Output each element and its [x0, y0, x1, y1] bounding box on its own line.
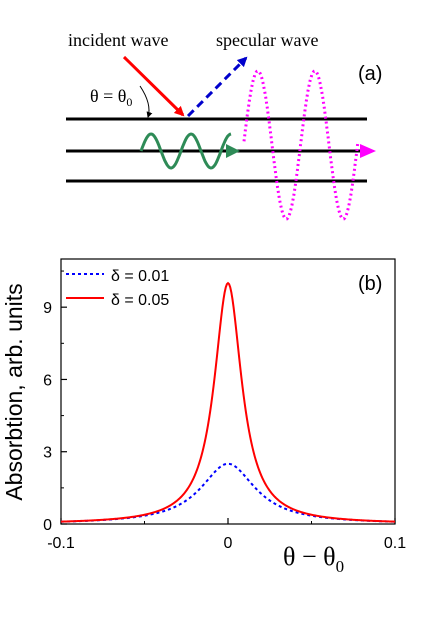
- magenta-arrow-head: [360, 144, 376, 158]
- specular-wave-arrow: [186, 56, 248, 118]
- curve-large-delta: [60, 281, 396, 523]
- incident-wave-label: incident wave: [68, 30, 168, 50]
- radiated-wave: [242, 69, 360, 221]
- specular-wave-label: specular wave: [216, 30, 318, 50]
- x-axis-label-main: θ − θ: [283, 542, 336, 571]
- x-tick-label: 0.1: [384, 535, 406, 552]
- angle-label-main: θ = θ: [90, 86, 126, 106]
- curve-small-delta: [60, 462, 396, 523]
- y-tick-label: 3: [43, 445, 52, 462]
- legend-label-large-delta: δ = 0.05: [111, 292, 169, 309]
- y-tick-label: 0: [43, 517, 52, 534]
- y-tick-label: 9: [43, 300, 52, 317]
- y-tick-label: 6: [43, 372, 52, 389]
- incident-wave-arrow: [122, 55, 185, 117]
- panel-a-label: (a): [358, 63, 382, 85]
- x-tick-label: 0: [224, 535, 233, 552]
- panel-b-label: (b): [358, 273, 382, 295]
- x-tick-label: -0.1: [47, 535, 75, 552]
- angle-arc: [139, 85, 153, 118]
- x-axis-label-sub: 0: [336, 557, 345, 576]
- legend-label-small-delta: δ = 0.01: [111, 268, 169, 285]
- angle-label: θ = θ0: [90, 86, 132, 109]
- y-axis-label: Absorbtion, arb. units: [1, 283, 27, 500]
- legend: δ = 0.01 δ = 0.05: [66, 268, 169, 309]
- curves: [60, 281, 396, 523]
- x-axis-label: θ − θ0: [283, 542, 344, 576]
- x-axis-ticks: -0.1 0 0.1: [47, 518, 406, 552]
- y-axis-ticks: 0 3 6 9: [43, 270, 67, 534]
- guided-wave-arrow-head: [226, 144, 240, 158]
- angle-label-sub: 0: [126, 95, 132, 109]
- guided-wave: [139, 132, 232, 170]
- panel-a-diagram: incident wave specular wave (a) θ = θ0: [66, 30, 382, 221]
